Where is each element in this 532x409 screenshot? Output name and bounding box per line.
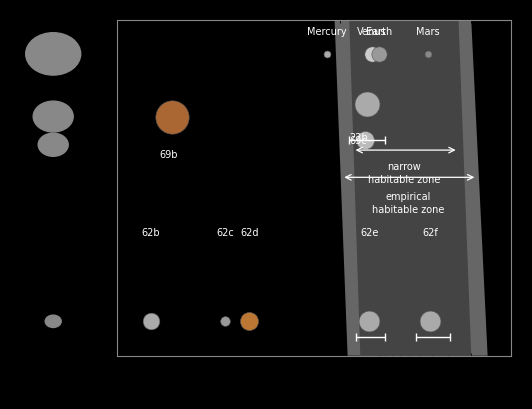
Polygon shape — [349, 20, 471, 356]
Text: 69c: 69c — [350, 135, 367, 145]
Text: 62f: 62f — [422, 228, 438, 238]
Text: 22b: 22b — [350, 133, 369, 143]
Text: Mercury: Mercury — [307, 27, 347, 36]
Text: empirical
habitable zone: empirical habitable zone — [372, 192, 445, 214]
Text: 62d: 62d — [240, 228, 259, 238]
Text: 62b: 62b — [142, 228, 161, 238]
Y-axis label: Brightness of Star compared to the sun [%]: Brightness of Star compared to the sun [… — [76, 67, 86, 309]
Polygon shape — [335, 20, 488, 356]
Text: narrow
habitable zone: narrow habitable zone — [368, 162, 440, 184]
Text: 62c: 62c — [217, 228, 234, 238]
X-axis label: Starlight on planet relative to Sunlight on Earth [%]: Starlight on planet relative to Sunlight… — [170, 376, 458, 386]
Text: Venus: Venus — [357, 27, 386, 36]
Text: 69b: 69b — [160, 150, 178, 160]
Text: 62e: 62e — [360, 228, 378, 238]
Text: Earth: Earth — [367, 27, 393, 36]
Text: Mars: Mars — [416, 27, 439, 36]
